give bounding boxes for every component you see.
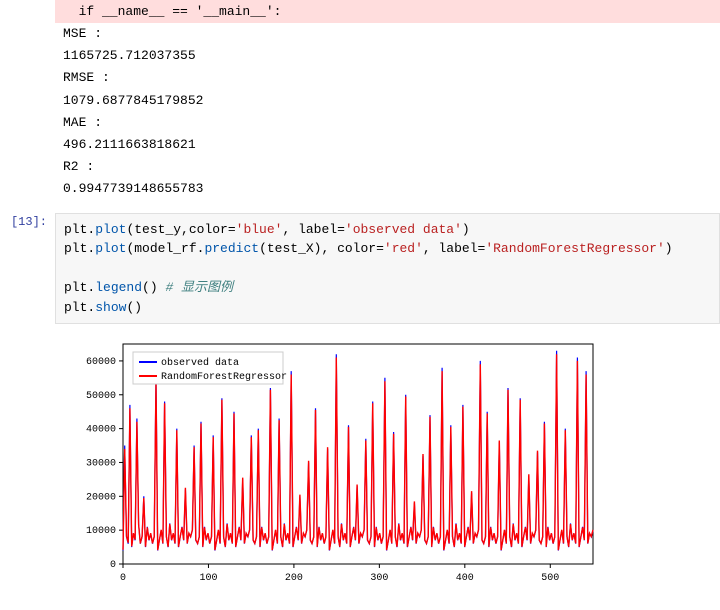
svg-text:observed data: observed data: [161, 357, 239, 369]
input-prompt: [13]:: [0, 209, 55, 329]
svg-text:0: 0: [120, 573, 126, 584]
svg-text:RandomForestRegressor: RandomForestRegressor: [161, 371, 287, 383]
svg-text:60000: 60000: [86, 357, 116, 368]
svg-text:40000: 40000: [86, 425, 116, 436]
prompt-empty: [0, 0, 55, 201]
warning-line: if __name__ == '__main__':: [55, 0, 720, 23]
metric-line: 0.9947739148655783: [55, 178, 720, 200]
svg-text:50000: 50000: [86, 391, 116, 402]
svg-text:500: 500: [541, 573, 559, 584]
svg-text:300: 300: [370, 573, 388, 584]
metric-line: RMSE :: [55, 67, 720, 89]
line-chart: 0 10000 20000 30000 40000 50000 60000 0 100 200 30…: [63, 334, 613, 604]
output-row-warning: if __name__ == '__main__': MSE :1165725.…: [0, 0, 720, 201]
svg-text:0: 0: [110, 560, 116, 571]
svg-text:20000: 20000: [86, 492, 116, 503]
svg-text:200: 200: [285, 573, 303, 584]
metrics-output: MSE :1165725.712037355RMSE :1079.6877845…: [55, 23, 720, 201]
chart-output-row: 0 10000 20000 30000 40000 50000 60000 0 100 200 30…: [0, 328, 720, 610]
output-content: if __name__ == '__main__': MSE :1165725.…: [55, 0, 720, 201]
svg-text:100: 100: [199, 573, 217, 584]
svg-text:10000: 10000: [86, 526, 116, 537]
code-cell[interactable]: plt.plot(test_y,color='blue', label='obs…: [55, 213, 720, 325]
metric-line: 496.2111663818621: [55, 134, 720, 156]
svg-text:400: 400: [456, 573, 474, 584]
code-cell-row: [13]: plt.plot(test_y,color='blue', labe…: [0, 209, 720, 329]
metric-line: MAE :: [55, 112, 720, 134]
svg-text:30000: 30000: [86, 458, 116, 469]
metric-line: R2 :: [55, 156, 720, 178]
prompt-empty-2: [0, 328, 55, 610]
metric-line: MSE :: [55, 23, 720, 45]
metric-line: 1079.6877845179852: [55, 90, 720, 112]
metric-line: 1165725.712037355: [55, 45, 720, 67]
